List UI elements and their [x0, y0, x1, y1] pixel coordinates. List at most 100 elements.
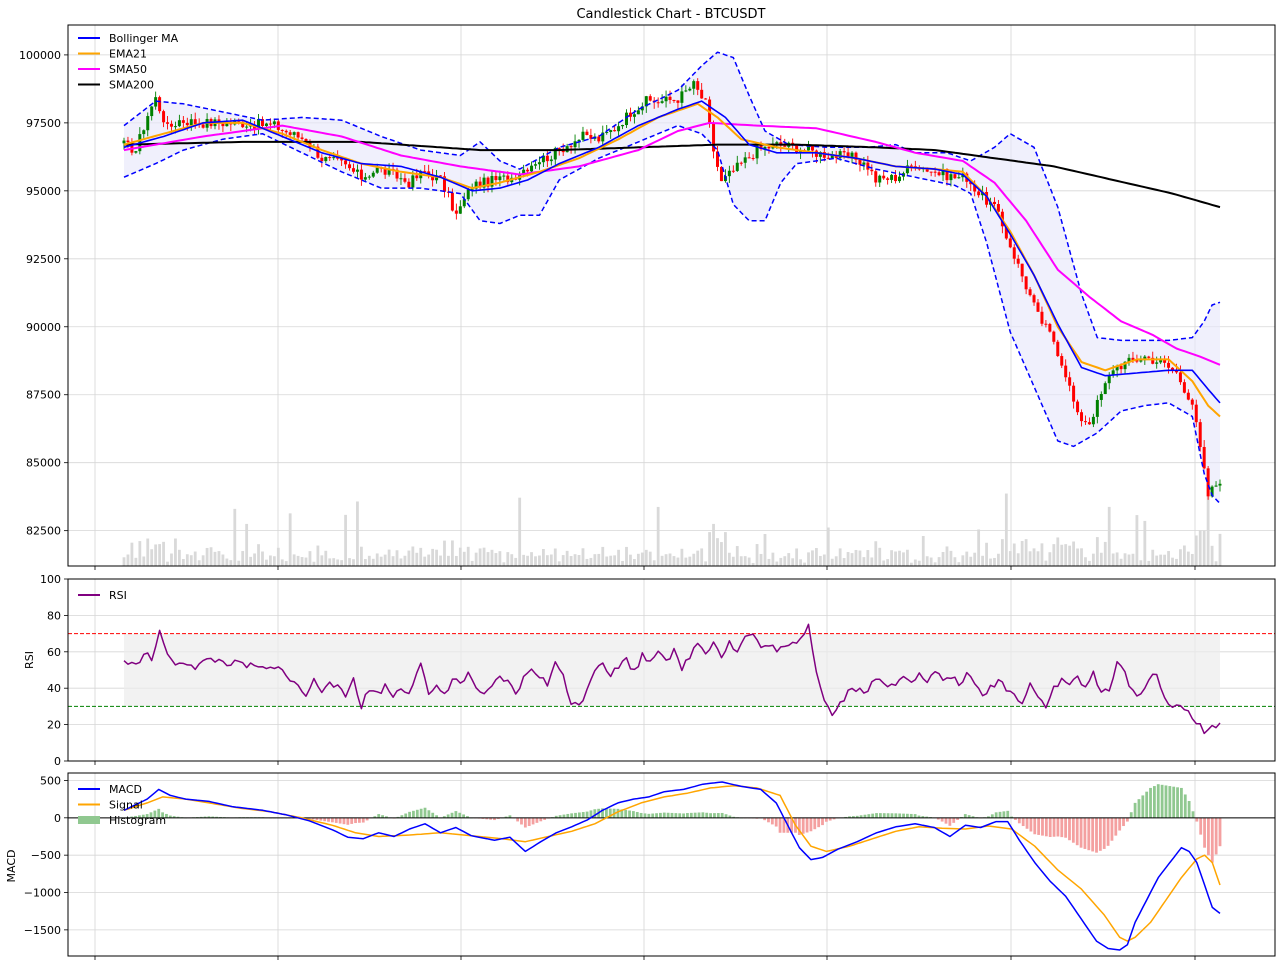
- candle-body: [530, 165, 534, 172]
- macd-histogram-bar: [906, 813, 909, 818]
- candle-body: [122, 140, 126, 144]
- macd-histogram-bar: [832, 817, 836, 820]
- volume-bar: [680, 548, 684, 566]
- volume-bar: [241, 551, 245, 566]
- volume-bar: [205, 547, 209, 566]
- volume-bar: [763, 533, 767, 566]
- candle-body: [1178, 372, 1182, 383]
- candle-body: [830, 155, 834, 159]
- macd-histogram-bar: [767, 817, 770, 823]
- volume-bar: [423, 556, 427, 566]
- volume-bar: [870, 557, 874, 566]
- volume-bar: [482, 547, 486, 566]
- volume-bar: [217, 551, 221, 566]
- price-panel: 82500 85000 87500 90000 92500 95000 97500 10000…: [19, 24, 1276, 570]
- candle-body: [735, 162, 739, 171]
- macd-histogram-bar: [539, 817, 543, 822]
- macd-histogram-bar: [1133, 802, 1137, 818]
- candle-body: [751, 157, 755, 159]
- candle-body: [795, 145, 799, 153]
- macd-panel: −1500 −1000 −500 0 500 MACD Signal Histogram: [24, 772, 1276, 960]
- volume-bar: [332, 558, 336, 566]
- volume-bar: [811, 550, 814, 566]
- volume-bar: [953, 557, 957, 566]
- volume-bar: [431, 548, 435, 566]
- candle-body: [134, 151, 138, 153]
- candle-body: [1111, 370, 1115, 375]
- candle-body: [1068, 377, 1072, 386]
- volume-bar: [300, 557, 304, 566]
- candle-body: [933, 171, 937, 173]
- volume-bar: [1210, 545, 1214, 566]
- volume-bar: [403, 555, 407, 566]
- volume-bar: [375, 553, 379, 566]
- volume-bar: [142, 556, 146, 566]
- volume-bar: [443, 540, 446, 566]
- candle-body: [783, 145, 787, 147]
- volume-bar: [997, 553, 1000, 566]
- macd-histogram-bar: [848, 816, 851, 818]
- candle-body: [185, 122, 189, 126]
- candle-body: [898, 176, 902, 182]
- volume-bar: [1179, 549, 1182, 566]
- volume-bar: [162, 541, 165, 566]
- volume-bar: [1080, 548, 1083, 566]
- macd-histogram-bar: [666, 812, 670, 818]
- volume-bar: [379, 556, 383, 566]
- volume-bar: [565, 550, 569, 566]
- macd-histogram-bar: [523, 817, 527, 828]
- candle-body: [454, 210, 458, 214]
- macd-histogram-bar: [678, 813, 682, 818]
- macd-histogram-bar: [1141, 795, 1145, 818]
- macd-histogram-bar: [153, 810, 157, 818]
- volume-bar: [672, 556, 676, 566]
- price-frame: [67, 24, 1276, 567]
- candle-body: [407, 181, 411, 188]
- candle-body: [632, 114, 636, 117]
- macd-histogram-bar: [651, 813, 655, 818]
- candle-body: [146, 116, 150, 131]
- candle-body: [533, 164, 537, 166]
- volume-bar: [225, 558, 229, 566]
- volume-bar: [1020, 540, 1024, 566]
- macd-histogram-bar: [1068, 817, 1071, 841]
- macd-histogram-bar: [334, 817, 338, 823]
- volume-bar: [724, 532, 727, 566]
- volume-bar: [530, 552, 533, 566]
- macd-histogram-bar: [1129, 812, 1133, 818]
- candle-body: [1171, 367, 1175, 371]
- volume-bar: [1032, 548, 1036, 566]
- macd-histogram-bar: [481, 817, 485, 819]
- volume-bar: [502, 562, 506, 566]
- candle-body: [399, 178, 403, 180]
- candle-body: [320, 157, 324, 162]
- macd-histogram-bar: [774, 817, 778, 827]
- rsi-ytick-label-1: 20: [47, 719, 61, 732]
- volume-bar: [1000, 539, 1004, 566]
- candle-body: [1163, 359, 1167, 363]
- macd-histogram-bar: [203, 816, 207, 818]
- macd-histogram-bar: [315, 817, 319, 821]
- volume-bar: [1095, 537, 1099, 566]
- candle-body: [636, 110, 640, 115]
- candle-body: [1151, 357, 1155, 364]
- candle-body: [292, 132, 296, 135]
- volume-bar: [1060, 544, 1064, 566]
- candle-body: [700, 89, 704, 99]
- macd-histogram-bar: [601, 808, 604, 818]
- volume-bar: [759, 553, 763, 566]
- candle-body: [482, 177, 486, 188]
- volume-bar: [633, 559, 636, 566]
- candle-body: [692, 81, 696, 89]
- candle-body: [1182, 382, 1186, 393]
- volume-bar: [265, 559, 268, 566]
- macd-histogram-bar: [1145, 791, 1149, 818]
- volume-bar: [807, 552, 810, 566]
- macd-histogram-bar: [1091, 817, 1095, 852]
- price-ytick-label-5: 95000: [26, 185, 61, 198]
- macd-histogram-bar: [898, 813, 902, 818]
- macd-histogram-bar: [1199, 817, 1203, 835]
- macd-histogram-bar: [1210, 817, 1214, 863]
- candle-body: [466, 189, 470, 200]
- candle-body: [743, 157, 747, 163]
